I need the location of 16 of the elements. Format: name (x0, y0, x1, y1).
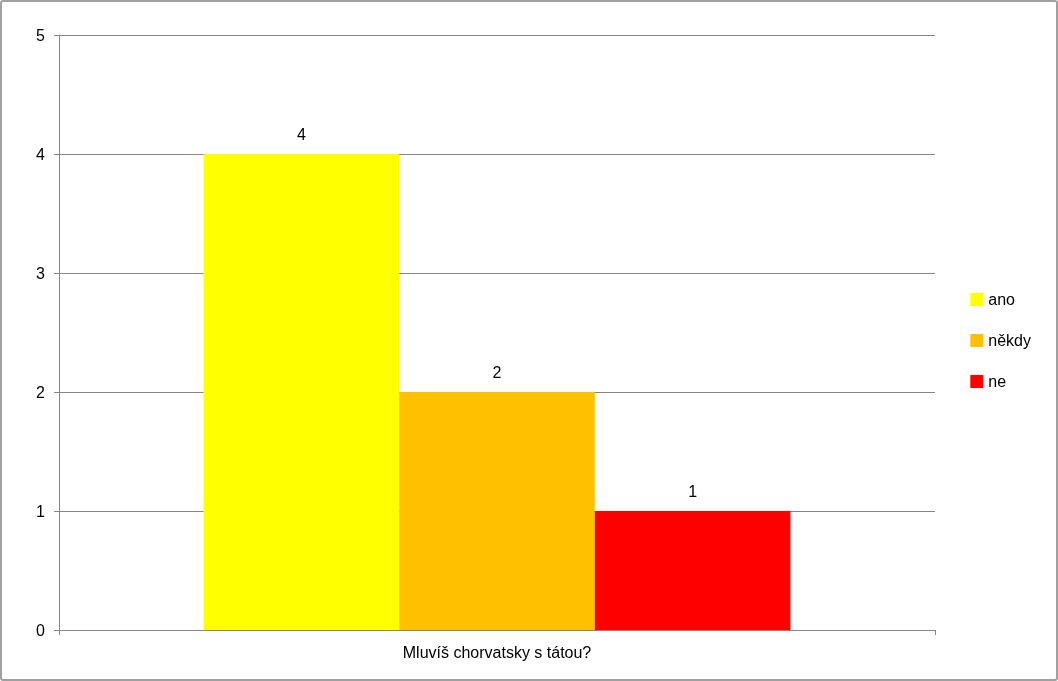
legend-label: ne (988, 373, 1007, 390)
bar (203, 154, 400, 630)
data-label: 2 (492, 363, 502, 381)
y-tick-label: 2 (36, 383, 46, 401)
y-tick-label: 3 (36, 264, 46, 282)
bar (594, 511, 791, 630)
y-tick-label: 1 (36, 502, 46, 520)
legend-label: někdy (988, 332, 1032, 349)
data-label: 1 (688, 482, 698, 500)
bar (399, 392, 595, 630)
y-tick-label: 4 (36, 145, 46, 163)
y-tick-label: 0 (36, 621, 46, 639)
y-tick-label: 5 (36, 26, 46, 44)
legend-label: ano (988, 291, 1016, 308)
data-label: 4 (296, 125, 306, 143)
x-tick-label: Mluvíš chorvatsky s tátou? (402, 643, 592, 661)
